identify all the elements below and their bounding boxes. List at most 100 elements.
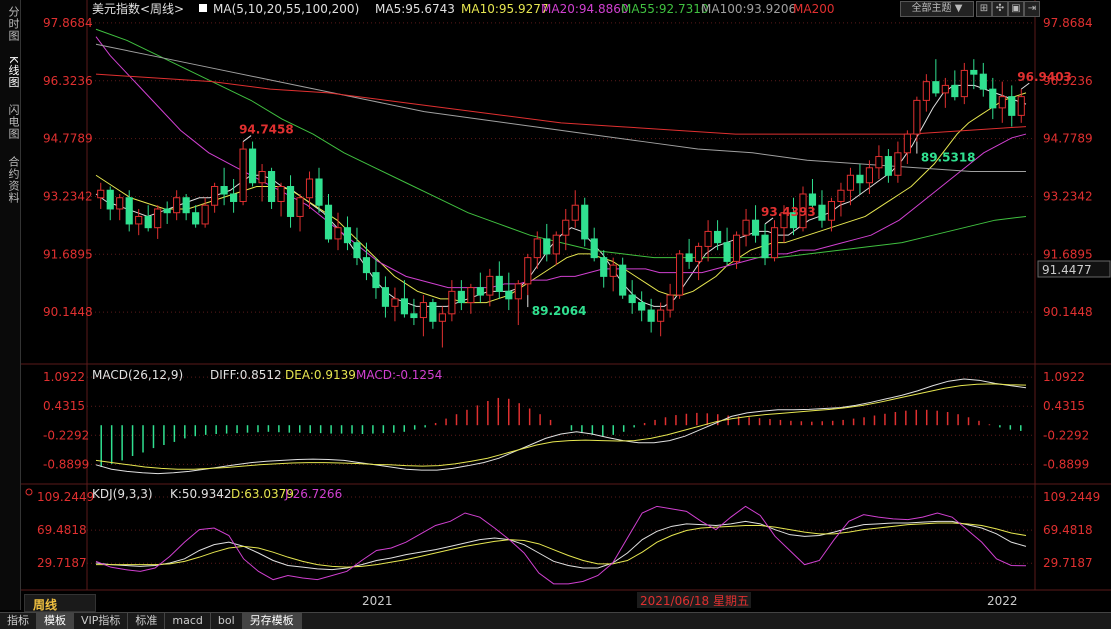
tab-standard[interactable]: 标准 [128,613,166,629]
annotation-pointer [1020,82,1030,90]
price-tick-left: 94.7789 [43,132,93,146]
legend-swatch-icon [199,4,207,12]
candle-body [827,200,836,221]
macd-tick-left: -0.8899 [43,457,89,471]
candle-body [789,212,798,229]
candle-body [343,227,352,244]
candle-body [106,189,114,210]
candle-body [220,186,228,195]
period-selector[interactable]: 周线 [33,598,58,612]
candle-body [894,152,902,176]
kdj-tick-left: 109.2449 [37,490,94,504]
ma-line-ma55 [95,28,1027,259]
kdj-line-d [96,522,1027,568]
annotation-high: 94.7458 [239,123,294,137]
macd-diff: DIFF:0.8512 [210,368,282,382]
tab-template[interactable]: 模板 [37,613,74,629]
candle-body [638,302,646,311]
candle-body [486,275,494,296]
kdj-line-k [95,520,1027,571]
candle-body [429,302,437,322]
candle-body [410,313,418,319]
candle-body [552,234,560,255]
ma-line-ma100 [95,43,1026,173]
candle-body [571,204,579,221]
candle-body [590,238,598,259]
candle-body [780,212,788,229]
price-tick-right: 97.8684 [1043,16,1093,30]
export-icon[interactable]: ⇥ [1024,1,1040,17]
sidebar-tab-timeshare[interactable]: 分时图 [7,6,20,42]
candle-body [97,189,105,199]
tab-bol[interactable]: bol [211,613,243,629]
price-tick-right: 96.3236 [1043,74,1093,88]
sidebar: 分时图 K线图 闪电图 合约资料 [0,0,21,610]
candle-body [116,197,124,210]
price-tick-left: 93.2342 [43,189,93,203]
candle-body [135,215,143,225]
kdj-d: D:63.0379 [231,487,294,501]
crosshair-icon[interactable]: ✣ [992,1,1008,17]
candle-body [543,238,551,255]
candle-body [154,208,162,229]
tab-macd[interactable]: macd [165,613,211,629]
candle-body [657,309,665,322]
candle-body [979,73,987,90]
sidebar-tab-kline[interactable]: K线图 [7,56,20,89]
candle-body [258,171,266,184]
candle-body [533,238,541,259]
candle-body [296,197,304,217]
theme-select[interactable]: 全部主题 ▼ [900,1,974,17]
kline-chart[interactable]: 94.7458 89.2064 93.4393 89.5318 96.9403 1.09… [21,0,1111,610]
sidebar-tab-contract[interactable]: 合约资料 [7,156,20,204]
candle-body [951,84,959,98]
macd-tick-right: -0.2292 [1043,428,1089,442]
candle-body [837,189,845,202]
macd-line-dea [95,383,1027,470]
candle-body [647,309,655,322]
kdj-tick-right: 69.4818 [1043,523,1093,537]
macd-tick-right: 1.0922 [1043,370,1085,384]
grid-icon[interactable]: ⊞ [976,1,992,17]
kdj-settings-icon[interactable] [25,488,33,496]
candle-body [865,167,874,184]
sidebar-tab-flash[interactable]: 闪电图 [7,104,20,140]
candle-body [742,219,750,236]
ma-line-ma10 [95,92,1027,304]
macd-line-diff [95,378,1027,475]
annotation-pointer [764,217,774,225]
candle-body [334,227,342,240]
kdj-title: KDJ(9,3,3) [92,487,153,501]
chart-area[interactable]: 94.7458 89.2064 93.4393 89.5318 96.9403 1.09… [21,0,1111,610]
kdj-tick-right: 29.7187 [1043,556,1093,570]
candle-body [609,264,617,277]
candle-body [989,88,997,109]
legend-item: MA20:94.8860 [541,2,629,16]
legend-item: MA55:92.7310 [621,2,709,16]
candle-body [903,133,911,154]
legend-item: MA10:95.9277 [461,2,549,16]
price-tick-right: 90.1448 [1043,305,1093,319]
time-cursor-box [637,592,751,608]
tab-indicator[interactable]: 指标 [0,613,37,629]
candle-body [875,156,883,169]
tab-vip-indicator[interactable]: VIP指标 [74,613,129,629]
candle-body [818,204,826,221]
macd-tick-left: -0.2292 [43,428,89,442]
candle-body [495,275,503,292]
candle-body [676,253,684,296]
macd-tick-right: -0.8899 [1043,457,1089,471]
candle-body [761,234,769,259]
price-tick-right: 91.6895 [1043,247,1093,261]
candle-body [514,283,522,300]
window-icon[interactable]: ▣ [1008,1,1024,17]
annotation-pointer [242,135,252,142]
current-price: 91.4477 [1042,263,1092,277]
candle-body [884,156,892,176]
candle-body [211,186,219,206]
tab-save-template[interactable]: 另存模板 [242,613,302,629]
candle-body [267,171,276,202]
macd-title: MACD(26,12,9) [92,368,183,382]
candle-body [619,264,627,296]
legend-item: MA100:93.9206 [701,2,796,16]
